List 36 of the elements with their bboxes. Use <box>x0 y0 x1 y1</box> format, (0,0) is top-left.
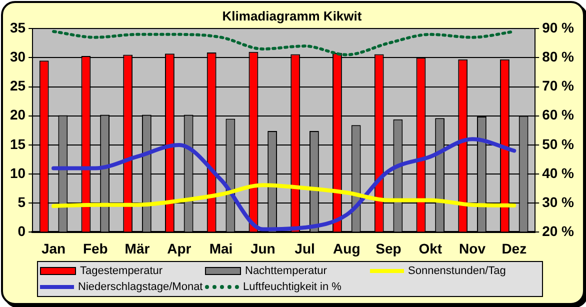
x-tick-label: Okt <box>418 240 442 256</box>
legend-label: Sonnenstunden/Tag <box>408 265 506 277</box>
x-tick-label: Mär <box>124 240 150 256</box>
y2-tick-label: 70 % <box>542 78 575 94</box>
line-series <box>52 137 516 232</box>
y-tick-label: 5 <box>18 194 26 210</box>
legend-label: Niederschlagstage/Monat <box>78 281 203 293</box>
x-tick-label: Jul <box>294 240 315 256</box>
x-tick-label: Mai <box>209 240 233 256</box>
legend-label: Nachttemperatur <box>245 265 327 277</box>
y-tick-label: 35 <box>10 19 26 36</box>
y-tick-label: 25 <box>10 78 26 94</box>
x-tick-label: Jan <box>41 240 66 256</box>
y2-tick-label: 40 % <box>542 164 575 181</box>
y2-tick-label: 20 % <box>542 223 575 240</box>
y-tick-label: 10 <box>10 164 26 181</box>
x-tick-label: Apr <box>167 240 192 256</box>
y-tick-label: 20 <box>10 106 26 123</box>
chart-title: Klimadiagramm Kikwit <box>222 8 362 24</box>
x-tick-label: Dez <box>502 240 527 256</box>
y2-tick-label: 80 % <box>542 48 575 65</box>
y-tick-label: 15 <box>10 136 26 152</box>
x-tick-label: Nov <box>459 240 486 256</box>
legend-label: Tagestemperatur <box>80 265 163 277</box>
line-series <box>52 183 516 208</box>
y2-tick-label: 50 % <box>542 136 575 152</box>
y-tick-label: 0 <box>18 223 26 240</box>
x-tick-label: Sep <box>376 240 402 256</box>
y-tick-label: 30 <box>10 48 26 65</box>
legend-label: Luftfeuchtigkeit in % <box>243 281 342 293</box>
y2-tick-label: 60 % <box>542 106 575 123</box>
y2-tick-label: 90 % <box>542 19 575 36</box>
x-tick-label: Aug <box>333 240 360 256</box>
y2-tick-label: 30 % <box>542 194 575 210</box>
x-tick-label: Feb <box>82 240 108 256</box>
x-tick-label: Jun <box>250 240 276 256</box>
